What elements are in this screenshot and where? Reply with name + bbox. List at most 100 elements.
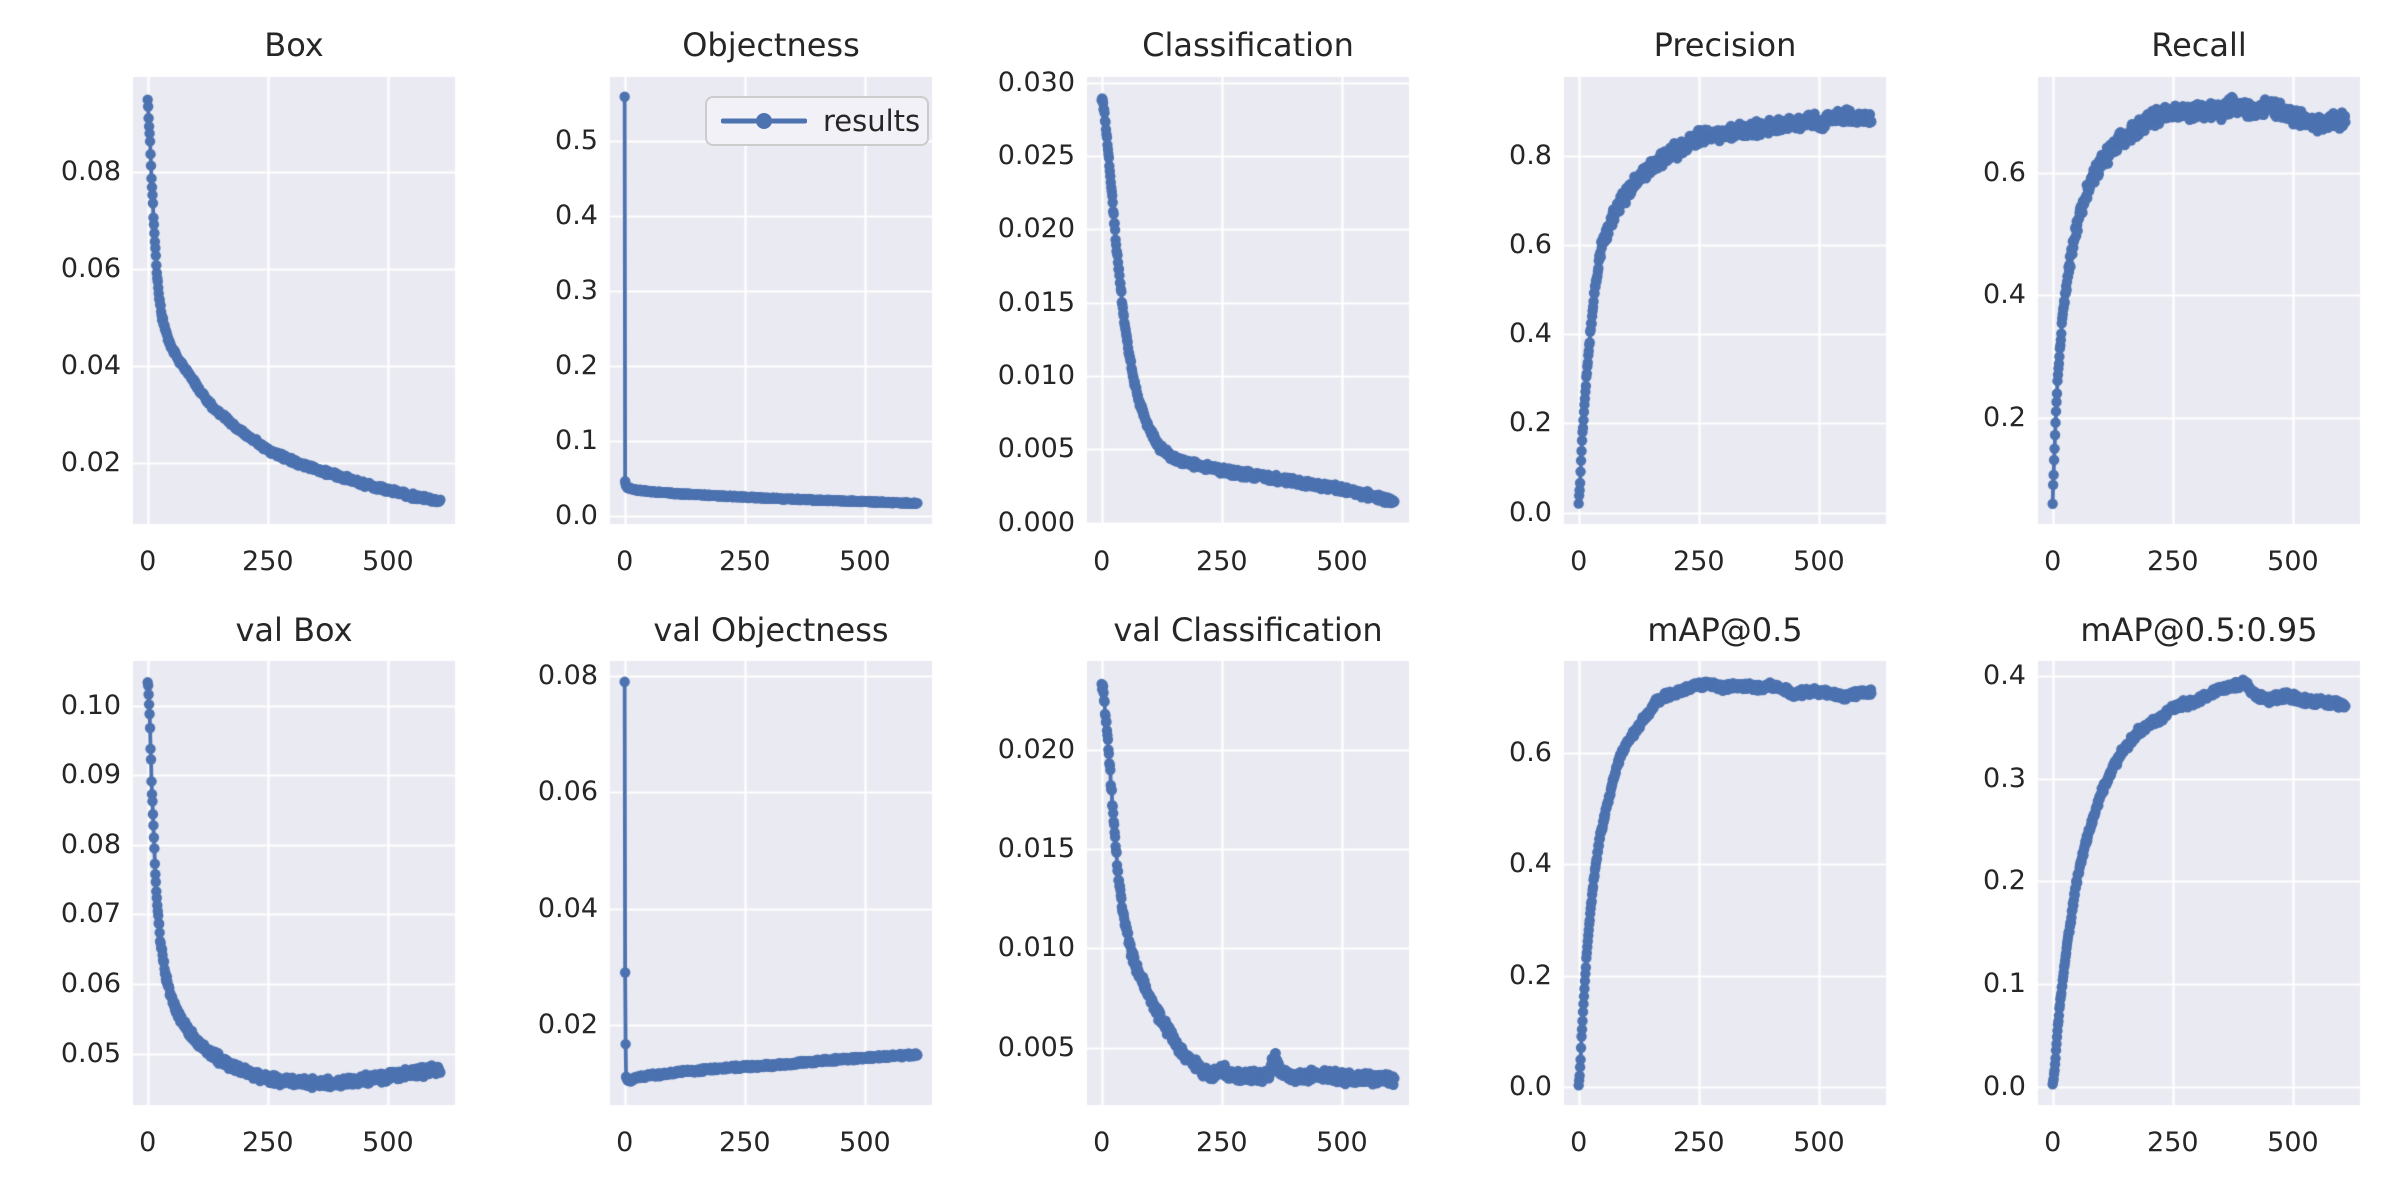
chart-canvas-val-classification bbox=[960, 600, 1440, 1200]
x-tick-label: 500 bbox=[1793, 1127, 1845, 1158]
x-tick-label: 0 bbox=[139, 1127, 157, 1158]
plot-title-classification: Classification bbox=[1142, 26, 1354, 64]
legend-label: results bbox=[823, 104, 921, 138]
y-tick-label: 0.2 bbox=[555, 349, 598, 381]
x-tick-label: 500 bbox=[1316, 1127, 1368, 1158]
x-tick-label: 250 bbox=[1196, 1127, 1248, 1158]
x-tick-label: 500 bbox=[839, 546, 891, 577]
y-tick-label: 0.0 bbox=[1509, 496, 1552, 528]
y-tick-label: 0.4 bbox=[555, 199, 598, 231]
x-tick-label: 0 bbox=[1093, 546, 1111, 577]
y-tick-label: 0.1 bbox=[1983, 968, 2026, 1000]
chart-canvas-classification bbox=[960, 0, 1440, 600]
x-tick-label: 250 bbox=[242, 1127, 294, 1158]
x-tick-label: 250 bbox=[719, 546, 771, 577]
y-tick-label: 0.3 bbox=[1983, 762, 2026, 794]
y-tick-label: 0.0 bbox=[1509, 1071, 1552, 1103]
y-tick-label: 0.2 bbox=[1509, 407, 1552, 439]
y-tick-label: 0.030 bbox=[997, 66, 1075, 98]
y-tick-label: 0.2 bbox=[1509, 959, 1552, 991]
x-tick-label: 500 bbox=[362, 546, 414, 577]
x-tick-label: 250 bbox=[242, 546, 294, 577]
x-tick-label: 250 bbox=[719, 1127, 771, 1158]
x-tick-label: 0 bbox=[616, 546, 634, 577]
x-tick-label: 0 bbox=[139, 546, 157, 577]
y-tick-label: 0.3 bbox=[555, 274, 598, 306]
y-tick-label: 0.07 bbox=[60, 898, 121, 930]
y-tick-label: 0.015 bbox=[997, 833, 1075, 865]
x-tick-label: 0 bbox=[1570, 546, 1588, 577]
subplot-objectness: Objectness 0.0 0.1 0.2 0.3 0.4 0.5 0 250 500 resul… bbox=[480, 0, 960, 600]
subplot-val-objectness: val Objectness 0.02 0.04 0.06 0.08 0 250 500 bbox=[480, 600, 960, 1200]
y-tick-label: 0.10 bbox=[60, 689, 121, 721]
y-tick-label: 0.4 bbox=[1509, 848, 1552, 880]
chart-canvas-map-0-5 bbox=[1440, 600, 1920, 1200]
x-tick-label: 250 bbox=[1673, 1127, 1725, 1158]
y-tick-label: 0.020 bbox=[997, 213, 1075, 245]
y-tick-label: 0.000 bbox=[997, 506, 1075, 538]
y-tick-label: 0.04 bbox=[537, 892, 598, 924]
plot-title-val-box: val Box bbox=[235, 611, 353, 649]
y-tick-label: 0.5 bbox=[555, 124, 598, 156]
y-tick-label: 0.2 bbox=[1983, 865, 2026, 897]
x-tick-label: 0 bbox=[616, 1127, 634, 1158]
y-tick-label: 0.8 bbox=[1509, 139, 1552, 171]
x-tick-label: 250 bbox=[2147, 546, 2199, 577]
y-tick-label: 0.04 bbox=[60, 350, 121, 382]
y-tick-label: 0.025 bbox=[997, 140, 1075, 172]
y-tick-label: 0.6 bbox=[1509, 736, 1552, 768]
x-tick-label: 0 bbox=[2044, 546, 2062, 577]
plot-title-objectness: Objectness bbox=[682, 26, 860, 64]
y-tick-label: 0.02 bbox=[60, 447, 121, 479]
y-tick-label: 0.0 bbox=[555, 500, 598, 532]
legend-line-marker-sample bbox=[721, 113, 807, 129]
y-tick-label: 0.005 bbox=[997, 1031, 1075, 1063]
y-tick-label: 0.06 bbox=[60, 252, 121, 284]
y-tick-label: 0.08 bbox=[537, 659, 598, 691]
plot-title-box: Box bbox=[264, 26, 324, 64]
subplot-map-0-5: mAP@0.5 0.0 0.2 0.4 0.6 0 250 500 bbox=[1440, 600, 1920, 1200]
subplot-precision: Precision 0.0 0.2 0.4 0.6 0.8 0 250 500 bbox=[1440, 0, 1920, 600]
x-tick-label: 500 bbox=[2267, 1127, 2319, 1158]
legend: results bbox=[705, 96, 929, 146]
plot-title-recall: Recall bbox=[2151, 26, 2247, 64]
x-tick-label: 500 bbox=[362, 1127, 414, 1158]
chart-canvas-map-0-5-0-95 bbox=[1920, 600, 2400, 1200]
x-tick-label: 500 bbox=[839, 1127, 891, 1158]
y-tick-label: 0.06 bbox=[60, 967, 121, 999]
x-tick-label: 500 bbox=[1316, 546, 1368, 577]
y-tick-label: 0.1 bbox=[555, 425, 598, 456]
y-tick-label: 0.015 bbox=[997, 286, 1075, 318]
plot-title-map-0-5-0-95: mAP@0.5:0.95 bbox=[2080, 611, 2318, 649]
subplot-val-classification: val Classification 0.005 0.010 0.015 0.020 0 2… bbox=[960, 600, 1440, 1200]
y-tick-label: 0.6 bbox=[1983, 156, 2026, 188]
y-tick-label: 0.4 bbox=[1983, 660, 2026, 692]
y-tick-label: 0.4 bbox=[1509, 318, 1552, 350]
y-tick-label: 0.005 bbox=[997, 433, 1075, 465]
chart-canvas-box bbox=[0, 0, 480, 600]
y-tick-label: 0.2 bbox=[1983, 401, 2026, 433]
x-tick-label: 250 bbox=[1673, 546, 1725, 577]
y-tick-label: 0.08 bbox=[60, 828, 121, 860]
subplot-val-box: val Box 0.05 0.06 0.07 0.08 0.09 0.10 0 250 500 bbox=[0, 600, 480, 1200]
chart-canvas-val-objectness bbox=[480, 600, 960, 1200]
plot-title-val-objectness: val Objectness bbox=[653, 611, 889, 649]
subplot-classification: Classification 0.000 0.005 0.010 0.015 0.020 0… bbox=[960, 0, 1440, 600]
y-tick-label: 0.08 bbox=[60, 155, 121, 187]
x-tick-label: 500 bbox=[1793, 546, 1845, 577]
chart-canvas-val-box bbox=[0, 600, 480, 1200]
x-tick-label: 500 bbox=[2267, 546, 2319, 577]
plot-title-precision: Precision bbox=[1653, 26, 1797, 64]
y-tick-label: 0.06 bbox=[537, 776, 598, 808]
plot-title-val-classification: val Classification bbox=[1113, 611, 1383, 649]
y-tick-label: 0.09 bbox=[60, 759, 121, 791]
subplot-box: Box 0.02 0.04 0.06 0.08 0 250 500 bbox=[0, 0, 480, 600]
plot-title-map-0-5: mAP@0.5 bbox=[1647, 611, 1803, 649]
subplot-recall: Recall 0.2 0.4 0.6 0 250 500 bbox=[1920, 0, 2400, 600]
x-tick-label: 250 bbox=[2147, 1127, 2199, 1158]
y-tick-label: 0.6 bbox=[1509, 228, 1552, 260]
chart-canvas-recall bbox=[1920, 0, 2400, 600]
y-tick-label: 0.0 bbox=[1983, 1070, 2026, 1102]
y-tick-label: 0.020 bbox=[997, 734, 1075, 766]
